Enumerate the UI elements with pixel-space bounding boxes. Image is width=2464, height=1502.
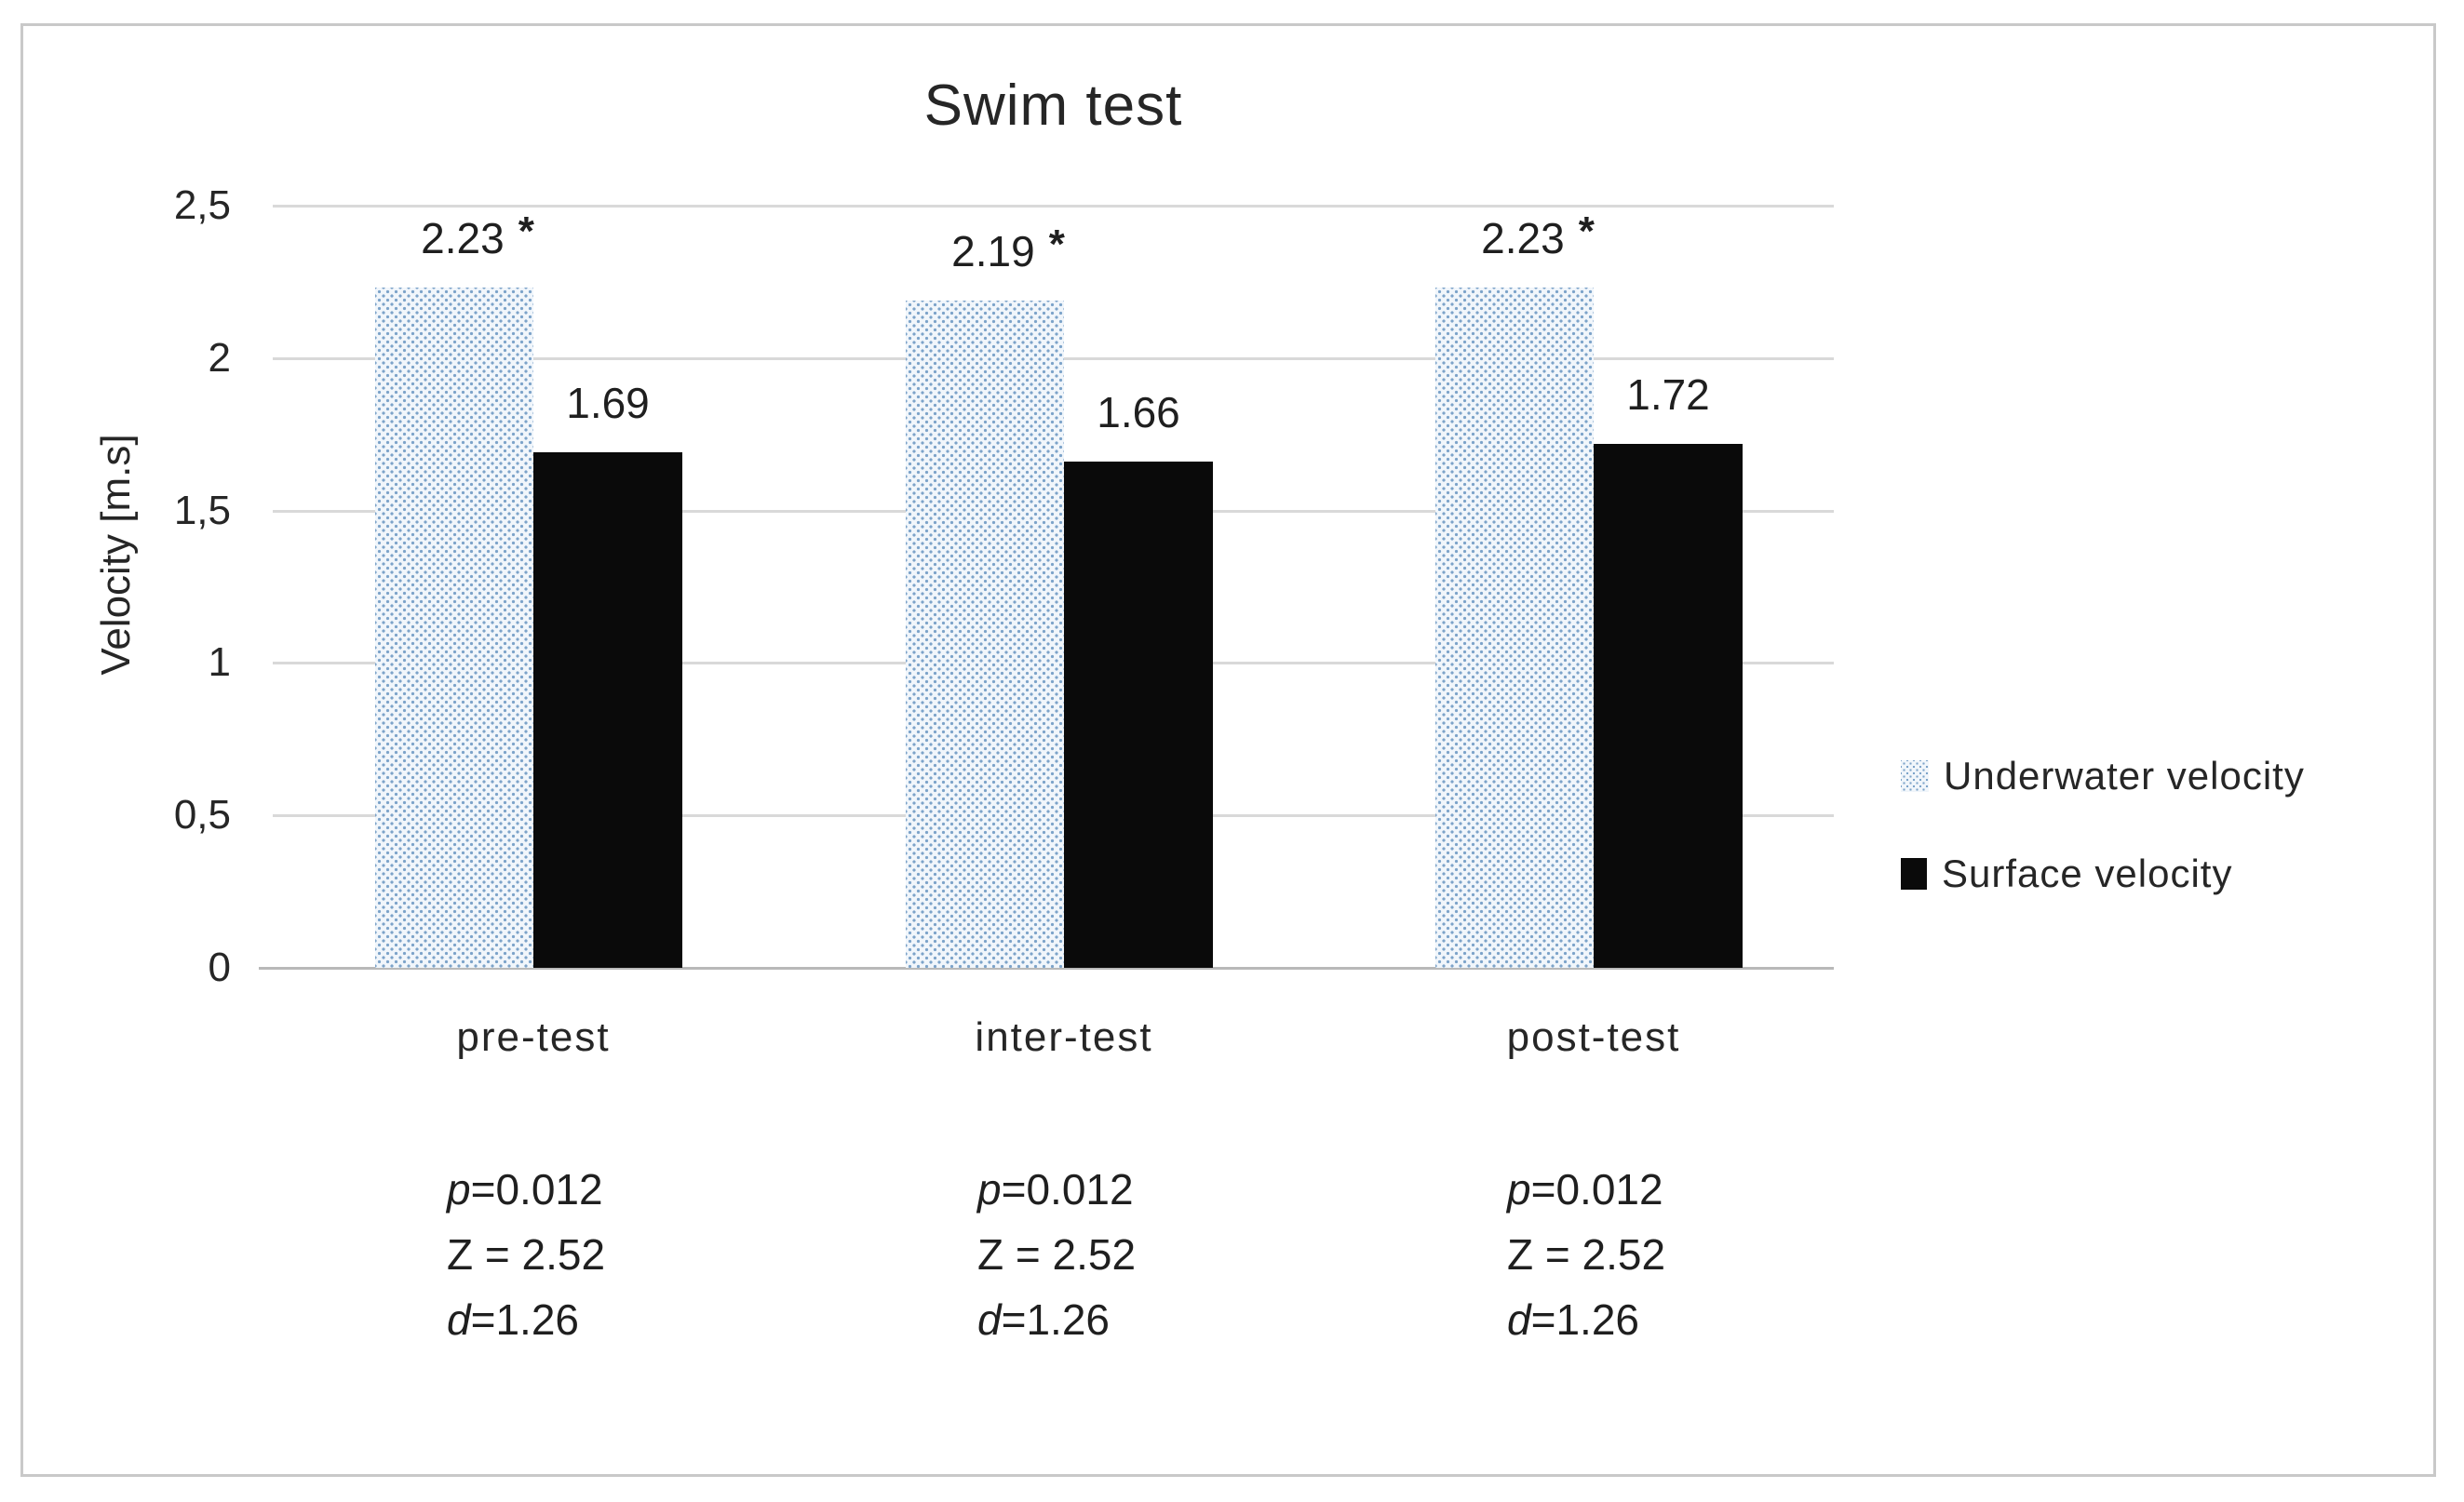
stats-block-inter-test: p=0.012 Z = 2.52 d=1.26 (977, 1157, 1136, 1352)
stats-line: p=0.012 (1507, 1165, 1663, 1214)
data-label-underwater-pre-test: 2.23 * (421, 208, 534, 263)
legend-label: Underwater velocity (1944, 754, 2305, 798)
category-label-pre-test: pre-test (456, 1014, 611, 1060)
y-tick-label: 1,5 (173, 487, 231, 533)
bar-underwater-velocity-post-test (1435, 288, 1594, 968)
stats-line: Z = 2.52 (977, 1230, 1137, 1279)
legend-label: Surface velocity (1942, 852, 2233, 895)
legend-entry-surface: Surface velocity (1901, 852, 2232, 896)
bar-underwater-velocity-pre-test (375, 288, 533, 968)
significance-asterisk: * (1048, 221, 1065, 267)
data-label-underwater-post-test: 2.23 * (1481, 208, 1595, 263)
bar-surface-velocity-post-test (1594, 443, 1743, 968)
data-label-surface-pre-test: 1.69 (566, 379, 650, 428)
x-axis-line (259, 967, 1834, 970)
gridline (273, 205, 1834, 208)
stats-line: p=0.012 (447, 1165, 603, 1214)
data-label-surface-inter-test: 1.66 (1097, 388, 1180, 437)
bar-surface-velocity-pre-test (533, 452, 682, 968)
legend-entry-underwater: Underwater velocity (1901, 754, 2305, 798)
chart-title: Swim test (923, 74, 1183, 138)
stats-line: p=0.012 (977, 1165, 1134, 1214)
stats-line: Z = 2.52 (447, 1230, 606, 1279)
y-tick-label: 1 (208, 639, 231, 686)
data-label-underwater-inter-test: 2.19 * (951, 221, 1065, 275)
data-label-surface-post-test: 1.72 (1626, 369, 1710, 419)
y-tick-label: 2,5 (173, 182, 231, 228)
stats-block-pre-test: p=0.012 Z = 2.52 d=1.26 (447, 1157, 605, 1352)
stats-line: Z = 2.52 (1507, 1230, 1666, 1279)
surface-velocity-swatch-icon (1901, 858, 1927, 890)
bar-underwater-velocity-inter-test (906, 300, 1064, 968)
category-label-post-test: post-test (1506, 1014, 1681, 1060)
significance-asterisk: * (518, 208, 534, 255)
bar-surface-velocity-inter-test (1064, 462, 1213, 968)
stats-line: d=1.26 (977, 1295, 1110, 1344)
significance-asterisk: * (1578, 208, 1595, 255)
underwater-velocity-swatch-icon (1901, 760, 1929, 792)
stats-line: d=1.26 (1507, 1295, 1639, 1344)
stats-block-post-test: p=0.012 Z = 2.52 d=1.26 (1507, 1157, 1665, 1352)
category-label-inter-test: inter-test (975, 1014, 1153, 1060)
stats-line: d=1.26 (447, 1295, 579, 1344)
y-tick-label: 0,5 (173, 792, 231, 838)
y-tick-label: 0 (208, 945, 231, 990)
y-tick-label: 2 (208, 334, 231, 381)
